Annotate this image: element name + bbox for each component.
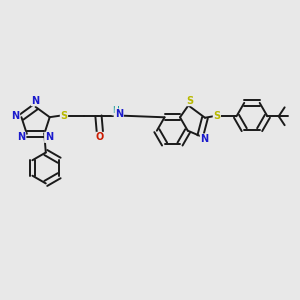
Text: N: N (45, 132, 53, 142)
Text: O: O (96, 132, 104, 142)
Text: N: N (115, 109, 123, 119)
Text: S: S (187, 96, 194, 106)
Text: S: S (60, 111, 68, 121)
Text: N: N (11, 111, 20, 121)
Text: H: H (112, 106, 119, 115)
Text: N: N (200, 134, 208, 144)
Text: N: N (17, 132, 26, 142)
Text: S: S (213, 111, 220, 121)
Text: N: N (32, 96, 40, 106)
